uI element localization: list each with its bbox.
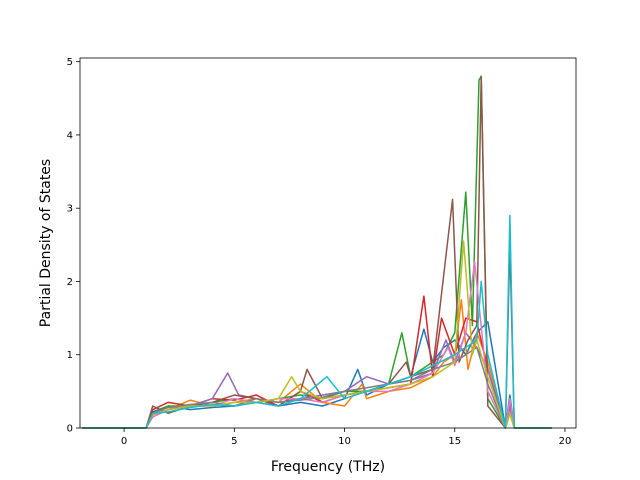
y-axis-ticks: 0 1 2 3 4 5 — [67, 57, 80, 435]
series-line-6 — [82, 75, 552, 429]
y-tick-label: 3 — [67, 204, 73, 215]
x-tick-label: 15 — [448, 436, 461, 447]
plot-frame — [79, 57, 577, 429]
y-tick-label: 0 — [67, 424, 73, 435]
x-tick-label: 20 — [559, 436, 572, 447]
series-line-9 — [82, 240, 552, 429]
x-tick-label: 0 — [121, 436, 127, 447]
y-tick-label: 2 — [67, 277, 73, 288]
series-line-8 — [82, 346, 552, 429]
y-tick-label: 4 — [67, 130, 73, 141]
series-line-1 — [82, 321, 552, 429]
x-axis-label: Frequency (THz) — [271, 459, 385, 475]
x-tick-label: 10 — [338, 436, 351, 447]
x-tick-label: 5 — [231, 436, 237, 447]
x-axis-ticks: 0 5 10 15 20 — [121, 428, 571, 447]
y-tick-label: 1 — [67, 350, 73, 361]
y-axis-label: Partial Density of States — [38, 159, 54, 327]
series-line-3 — [82, 75, 552, 429]
y-tick-label: 5 — [67, 57, 73, 68]
series-line-10 — [82, 214, 552, 429]
plot-area — [82, 75, 552, 429]
